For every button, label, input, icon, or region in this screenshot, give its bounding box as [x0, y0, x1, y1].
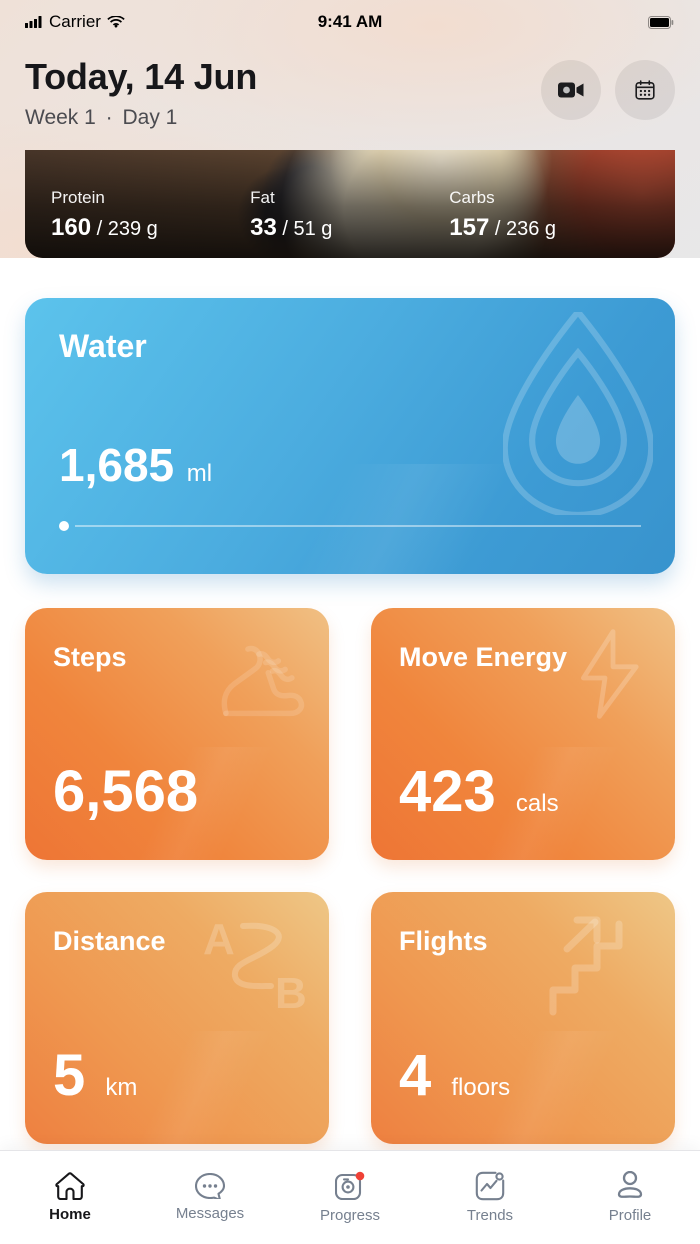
svg-text:B: B: [275, 969, 307, 1016]
